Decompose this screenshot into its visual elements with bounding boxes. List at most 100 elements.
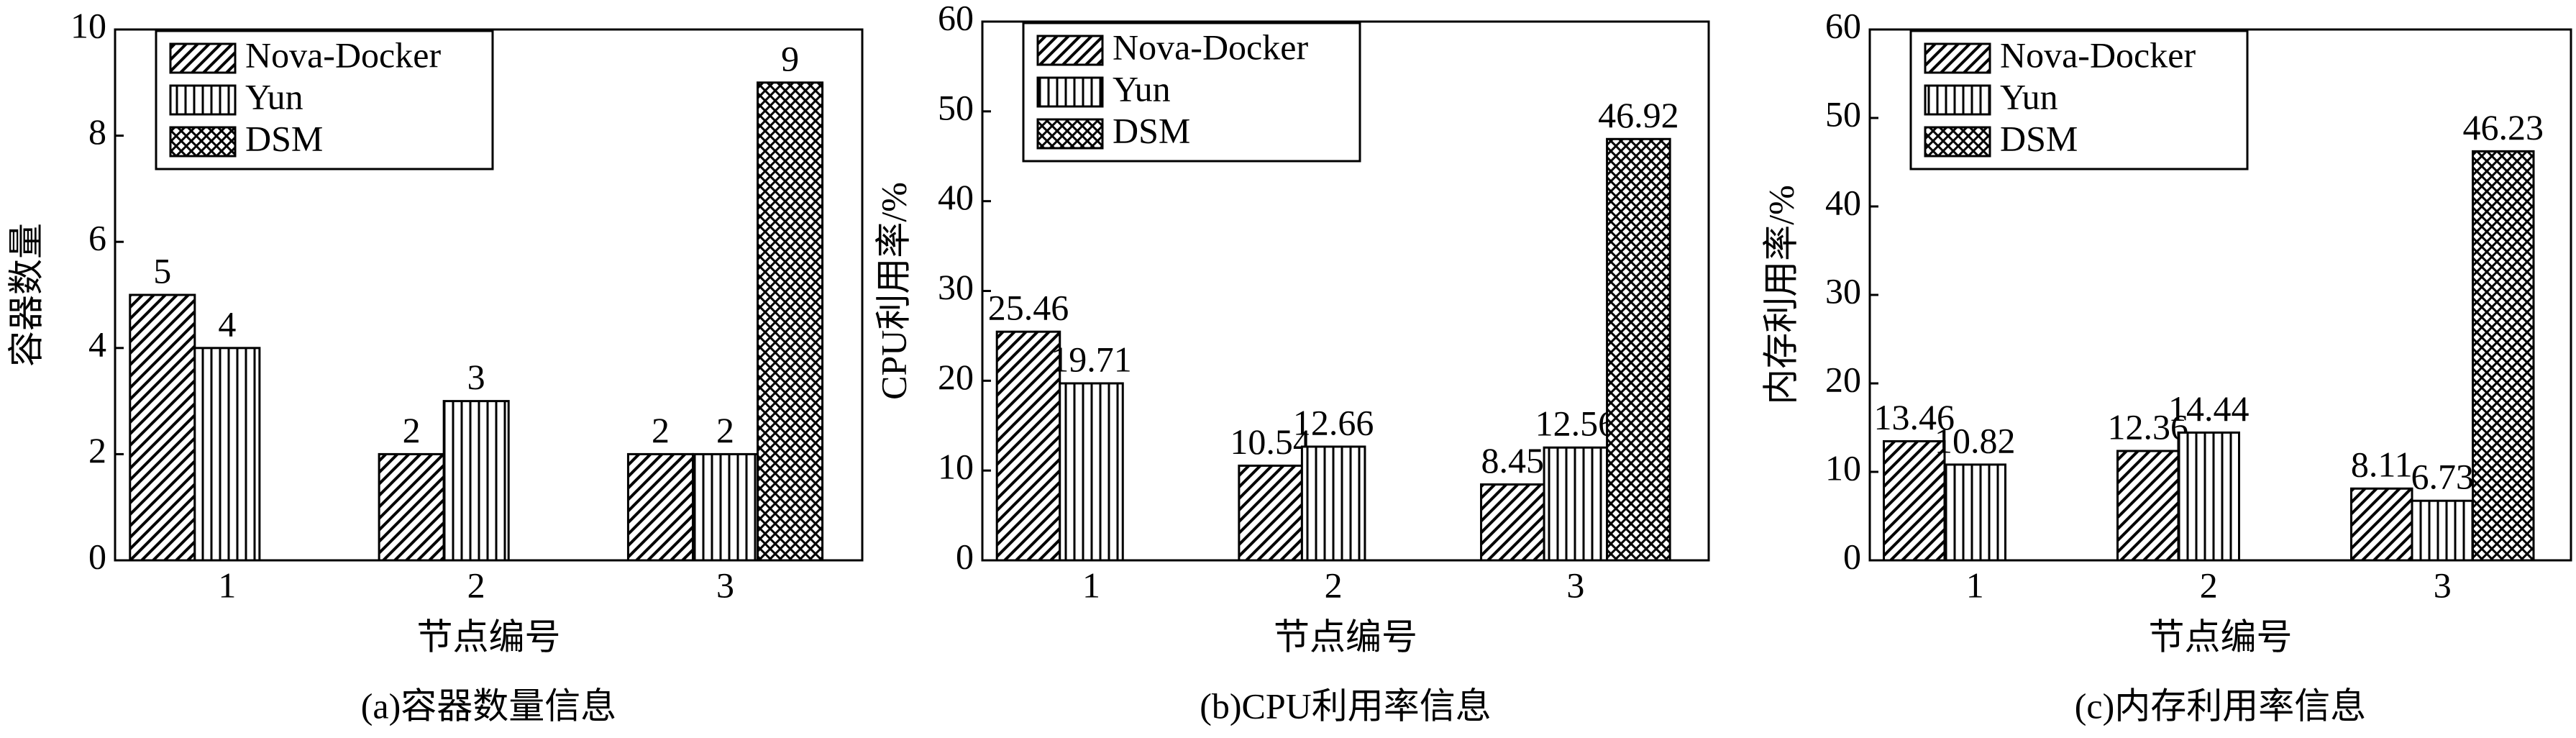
y-tick-label: 6 [88, 218, 106, 258]
x-tick-label: 3 [1566, 565, 1584, 605]
caption: (c)内存利用率信息 [2075, 685, 2367, 726]
legend-swatch [1036, 118, 1104, 150]
y-tick-label: 30 [938, 267, 974, 307]
y-tick-label: 0 [1843, 536, 1861, 576]
legend-swatch [169, 126, 237, 158]
legend-label: DSM [2000, 118, 2078, 158]
y-tick-label: 60 [1825, 5, 1861, 45]
value-label: 2 [716, 410, 734, 450]
legend-swatch [169, 84, 237, 116]
legend-label: Nova-Docker [245, 35, 441, 75]
value-label: 46.92 [1598, 95, 1679, 135]
value-label: 2 [403, 410, 421, 450]
value-label: 9 [781, 38, 799, 78]
bar [378, 452, 445, 562]
legend-swatch [1924, 126, 1991, 158]
x-axis-label: 节点编号 [2149, 616, 2293, 657]
x-axis-label: 节点编号 [1274, 616, 1417, 657]
x-axis-label: 节点编号 [417, 616, 561, 657]
bar [757, 81, 824, 562]
bar [2177, 431, 2240, 562]
y-tick-label: 30 [1825, 270, 1861, 311]
bar [2472, 150, 2535, 562]
y-tick-label: 50 [1825, 94, 1861, 134]
bar [129, 293, 196, 562]
value-label: 8.11 [2351, 445, 2413, 485]
y-axis-label: 内存利用率/% [1760, 185, 1801, 405]
y-tick-label: 10 [1825, 447, 1861, 488]
bar [2350, 487, 2413, 562]
bar [1606, 137, 1671, 562]
plot-frame [981, 20, 1710, 562]
value-label: 2 [652, 410, 670, 450]
y-tick-label: 50 [938, 87, 974, 127]
value-label: 25.46 [988, 288, 1069, 328]
legend-swatch [169, 42, 237, 74]
x-tick-label: 2 [467, 565, 485, 605]
y-tick-label: 10 [70, 5, 106, 45]
value-label: 19.71 [1051, 339, 1132, 379]
value-label: 12.36 [2108, 406, 2189, 447]
legend-label: Nova-Docker [1113, 27, 1308, 67]
value-label: 13.46 [1874, 397, 1955, 437]
y-tick-label: 0 [956, 536, 974, 576]
plot-frame [114, 28, 864, 562]
x-tick-label: 1 [218, 565, 236, 605]
caption: (a)容器数量信息 [361, 685, 617, 726]
legend-label: Nova-Docker [2000, 35, 2196, 75]
legend-label: Yun [2000, 76, 2058, 117]
legend-swatch [1036, 76, 1104, 108]
value-label: 12.66 [1293, 402, 1374, 442]
bar [1480, 483, 1545, 562]
y-axis-label: CPU利用率/% [873, 182, 913, 400]
value-label: 4 [218, 304, 236, 344]
bar [1543, 446, 1609, 562]
bar [691, 452, 759, 562]
value-label: 3 [467, 357, 485, 397]
value-label: 12.56 [1535, 404, 1617, 444]
bar [1059, 382, 1124, 562]
y-tick-label: 20 [1825, 359, 1861, 399]
legend-label: DSM [1113, 110, 1190, 150]
legend-label: Yun [1113, 68, 1171, 109]
legend-label: Yun [245, 76, 303, 117]
x-tick-label: 3 [716, 565, 734, 605]
bar [626, 452, 694, 562]
y-tick-label: 10 [938, 447, 974, 487]
bar [1883, 439, 1946, 562]
bar [2116, 450, 2180, 562]
x-tick-label: 2 [2200, 565, 2218, 605]
value-label: 5 [153, 250, 171, 291]
y-tick-label: 20 [938, 357, 974, 397]
legend-swatch [1924, 42, 1991, 74]
value-label: 6.73 [2411, 457, 2475, 497]
value-label: 14.44 [2168, 388, 2250, 429]
y-tick-label: 40 [938, 177, 974, 217]
bar [2411, 499, 2474, 562]
y-tick-label: 60 [938, 0, 974, 37]
chart: 0 2 4 6 8 10 1 5 4 2 2 3 3 2 2 9 节点编号 (a)容器数量信息 容器数量 Nova-D… [6, 5, 864, 726]
caption: (b)CPU利用率信息 [1200, 685, 1492, 726]
bar [1300, 445, 1366, 562]
legend-label: DSM [245, 118, 323, 158]
bar [1238, 464, 1303, 562]
legend-swatch [1924, 84, 1991, 116]
y-tick-label: 2 [88, 430, 106, 470]
value-label: 10.82 [1935, 420, 2016, 460]
value-label: 46.23 [2463, 107, 2544, 147]
bar [1943, 463, 2006, 562]
x-tick-label: 1 [1966, 565, 1984, 605]
x-tick-label: 2 [1325, 565, 1343, 605]
y-tick-label: 4 [88, 324, 106, 364]
value-label: 10.54 [1230, 422, 1311, 462]
value-label: 8.45 [1481, 440, 1545, 480]
plot-frame [1868, 28, 2572, 562]
y-tick-label: 40 [1825, 182, 1861, 222]
y-axis-label: 容器数量 [6, 223, 46, 367]
legend-swatch [1036, 35, 1104, 66]
y-tick-label: 8 [88, 111, 106, 152]
